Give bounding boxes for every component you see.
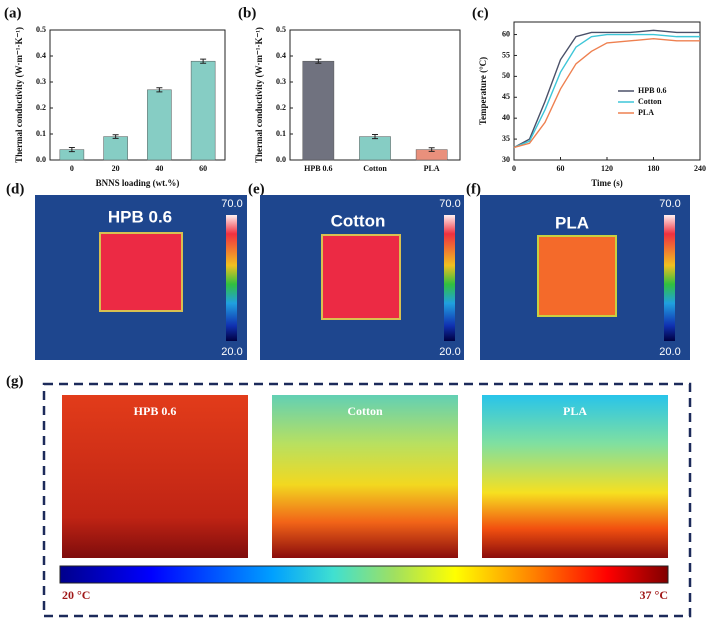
x-tick-label: 240 (694, 164, 706, 173)
scale-min: 20 °C (62, 588, 90, 602)
y-axis-label: Thermal conductivity (W·m⁻¹·K⁻¹) (14, 27, 24, 163)
panel-label: (g) (6, 373, 24, 389)
y-tick-label: 0.2 (36, 103, 46, 112)
image-label: Cotton (331, 211, 386, 230)
x-axis-label: BNNS loading (wt.%) (96, 178, 180, 188)
sample (321, 234, 401, 320)
bar (190, 60, 216, 161)
x-axis-label: Time (s) (591, 178, 623, 188)
legend-label: HPB 0.6 (638, 86, 666, 95)
y-axis-label: Temperature (°C) (478, 57, 488, 125)
scale-min: 20.0 (221, 346, 242, 358)
line (513, 29, 700, 149)
simulation: (g) HPB 0.6 Cotton PLA 20 °C 37 °C (6, 373, 692, 618)
line (513, 33, 700, 149)
error-bar (428, 147, 435, 152)
y-tick-label: 55 (502, 50, 510, 59)
y-tick-label: 0.2 (276, 103, 286, 112)
y-tick-label: 0.0 (36, 155, 46, 164)
error-bar (372, 134, 378, 140)
panel-label: (e) (248, 181, 265, 197)
y-tick-label: 35 (502, 134, 510, 143)
thermal-images: (d) HPB 0.6 70.0 20.0 (e) Cotton 70.0 20… (6, 181, 690, 360)
legend-label: PLA (638, 108, 654, 117)
y-tick-label: 30 (502, 155, 510, 164)
sim-label: Cotton (347, 404, 383, 418)
bar (103, 136, 128, 161)
x-tick-label: 120 (601, 164, 613, 173)
scale-min: 20.0 (659, 346, 680, 358)
x-tick-label: 0 (70, 164, 74, 173)
y-tick-label: 0.1 (276, 129, 286, 138)
x-tick-label: 60 (557, 164, 565, 173)
y-tick-label: 0.4 (36, 51, 46, 60)
y-tick-label: 45 (502, 92, 510, 101)
x-tick-label: Cotton (363, 164, 387, 173)
sample (537, 235, 617, 317)
x-tick-label: 60 (199, 164, 207, 173)
scale-max: 70.0 (439, 198, 460, 210)
x-tick-label: 40 (155, 164, 163, 173)
y-tick-label: 0.1 (36, 129, 46, 138)
color-scale (226, 215, 237, 341)
bar (359, 136, 391, 161)
y-tick-label: 0.5 (276, 25, 286, 34)
x-tick-label: 20 (112, 164, 120, 173)
legend-label: Cotton (638, 97, 662, 106)
error-bar (112, 134, 119, 139)
image-label: PLA (555, 213, 589, 232)
y-tick-label: 50 (502, 71, 510, 80)
y-tick-label: 0.5 (36, 25, 46, 34)
thermal-image: (d) HPB 0.6 70.0 20.0 (6, 181, 247, 360)
error-bar (200, 58, 207, 64)
y-axis-label: Thermal conductivity (W·m⁻¹·K⁻¹) (254, 27, 264, 163)
line (513, 38, 700, 149)
sim-label: HPB 0.6 (134, 404, 177, 418)
sim-label: PLA (563, 404, 587, 418)
color-scale (59, 565, 669, 584)
bar (147, 89, 172, 161)
scale-max: 37 °C (640, 588, 668, 602)
plot-frame (49, 29, 226, 161)
panel-label: (b) (238, 5, 256, 21)
panel-label: (d) (6, 181, 24, 197)
error-bar (315, 58, 322, 64)
sim-map (482, 395, 668, 558)
scale-max: 70.0 (659, 198, 680, 210)
panel-label: (f) (466, 181, 481, 197)
error-bar (68, 147, 75, 153)
sample (99, 232, 183, 312)
y-tick-label: 0.3 (276, 77, 286, 86)
x-tick-label: 180 (648, 164, 660, 173)
image-label: HPB 0.6 (108, 207, 172, 226)
bar (302, 60, 335, 161)
frame (42, 382, 692, 618)
color-scale (664, 215, 675, 341)
sim-map (272, 395, 458, 558)
y-tick-label: 40 (502, 113, 510, 122)
x-tick-label: 0 (512, 164, 516, 173)
y-tick-label: 60 (502, 29, 510, 38)
color-scale (444, 215, 455, 341)
x-tick-label: PLA (424, 164, 440, 173)
thermal-image: (f) PLA 70.0 20.0 (466, 181, 690, 360)
panel-label: (a) (4, 5, 22, 21)
y-tick-label: 0.4 (276, 51, 286, 60)
scale-min: 20.0 (439, 346, 460, 358)
x-tick-label: HPB 0.6 (304, 164, 332, 173)
thermal-image: (e) Cotton 70.0 20.0 (248, 181, 464, 360)
error-bar (156, 87, 163, 93)
sim-map (62, 395, 248, 558)
panel-label: (c) (472, 5, 489, 21)
scale-max: 70.0 (221, 198, 242, 210)
y-tick-label: 0.0 (276, 155, 286, 164)
y-tick-label: 0.3 (36, 77, 46, 86)
